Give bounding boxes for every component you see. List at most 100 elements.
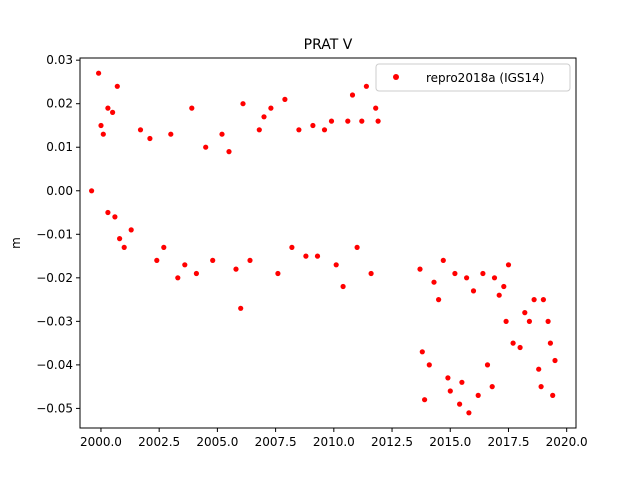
data-point <box>168 131 174 137</box>
data-point <box>333 262 339 268</box>
data-point <box>436 297 442 303</box>
chart-title: PRAT V <box>304 37 353 53</box>
data-point <box>510 340 516 346</box>
y-axis-label: m <box>9 237 23 249</box>
data-point <box>470 288 477 294</box>
data-point <box>296 127 302 133</box>
x-tick-label: 2005.0 <box>196 435 238 449</box>
data-point <box>193 270 199 277</box>
data-point <box>368 270 374 277</box>
y-tick-label: −0.05 <box>36 401 73 415</box>
y-tick-label: 0.01 <box>46 140 73 154</box>
data-point <box>464 275 470 281</box>
data-point <box>114 83 120 89</box>
data-point <box>340 283 346 290</box>
data-point <box>417 266 423 272</box>
data-point <box>431 279 437 285</box>
data-point <box>354 244 360 250</box>
y-tick-label: −0.01 <box>36 227 73 241</box>
data-point <box>268 105 274 111</box>
data-point <box>261 114 267 120</box>
data-point <box>466 410 472 416</box>
data-point <box>238 305 244 311</box>
data-point <box>154 257 160 263</box>
data-point <box>522 310 528 316</box>
data-point <box>459 379 465 385</box>
data-point <box>161 244 167 250</box>
data-point <box>440 257 446 263</box>
data-point <box>501 283 507 290</box>
data-point <box>189 105 195 111</box>
data-point <box>419 349 425 355</box>
x-tick-label: 2000.0 <box>80 435 122 449</box>
data-point <box>233 266 239 272</box>
x-tick-label: 2002.5 <box>138 435 180 449</box>
data-point <box>275 270 281 277</box>
data-point <box>475 392 481 398</box>
data-point <box>422 397 428 403</box>
data-point <box>526 318 533 324</box>
data-point <box>452 270 458 277</box>
data-point <box>105 209 111 216</box>
plot-background <box>80 58 576 428</box>
data-point <box>321 127 328 133</box>
data-point <box>536 366 542 372</box>
series-points <box>89 70 558 416</box>
y-tick-label: −0.04 <box>36 358 73 372</box>
data-point <box>203 144 209 150</box>
data-point <box>445 375 451 381</box>
legend-marker <box>393 74 399 80</box>
data-point <box>121 244 127 250</box>
y-tick-label: 0.03 <box>46 53 73 67</box>
data-point <box>117 236 123 242</box>
data-point <box>182 262 188 268</box>
data-point <box>112 214 118 220</box>
data-point <box>345 118 351 124</box>
x-tick-label: 2010.0 <box>313 435 355 449</box>
x-tick-label: 2012.5 <box>371 435 413 449</box>
data-point <box>538 384 544 390</box>
y-tick-label: 0.02 <box>46 97 73 111</box>
data-point <box>226 149 232 155</box>
data-point <box>303 253 309 259</box>
legend-label: repro2018a (IGS14) <box>426 71 544 85</box>
data-point <box>480 270 486 277</box>
data-point <box>314 253 321 259</box>
data-point <box>552 357 558 364</box>
data-point <box>426 362 432 368</box>
data-point <box>491 275 498 281</box>
data-point <box>359 118 365 124</box>
data-point <box>310 122 316 129</box>
plot-frame <box>79 57 577 429</box>
data-point <box>128 227 134 233</box>
data-point <box>375 118 381 124</box>
x-tick-label: 2020.0 <box>546 435 588 449</box>
data-point <box>147 135 153 142</box>
data-point <box>110 109 116 115</box>
legend: repro2018a (IGS14) <box>375 63 571 92</box>
y-axis: 0.03 0.02 0.01 0.00 −0.01 −0.02 −0.03 −0.04 −0.0… <box>36 53 80 415</box>
data-point <box>219 131 225 137</box>
data-point <box>503 318 509 324</box>
data-point <box>550 392 556 398</box>
data-point <box>447 388 453 394</box>
data-point <box>289 244 295 250</box>
data-point <box>373 105 379 111</box>
data-point <box>96 70 102 76</box>
y-tick-label: −0.02 <box>36 271 73 285</box>
data-point <box>247 257 253 263</box>
x-tick-label: 2015.0 <box>429 435 471 449</box>
data-point <box>496 292 502 298</box>
data-point <box>489 384 495 390</box>
data-point <box>531 297 537 303</box>
data-point <box>175 275 181 281</box>
data-point <box>210 257 216 263</box>
x-tick-label: 2007.5 <box>255 435 297 449</box>
data-point <box>545 318 551 324</box>
data-point <box>517 344 523 351</box>
data-point <box>457 401 463 407</box>
data-point <box>256 127 262 133</box>
legend-box <box>375 63 571 92</box>
data-point <box>363 83 369 89</box>
